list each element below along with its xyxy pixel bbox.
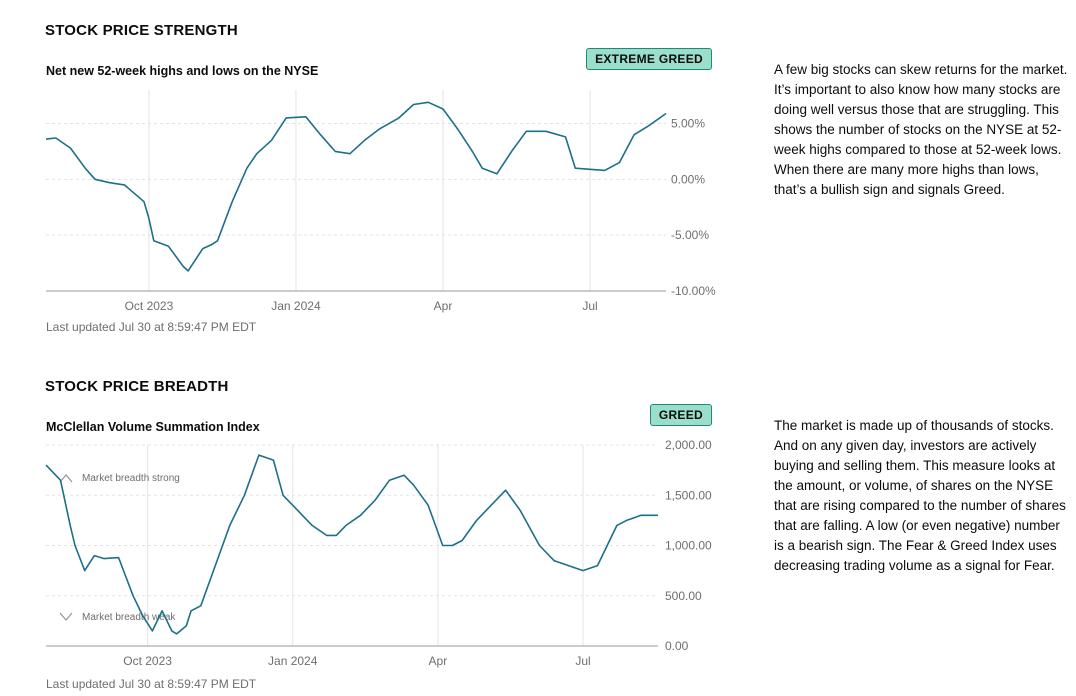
x-tick-label: Oct 2023 — [123, 654, 172, 668]
y-tick-label: 0.00 — [665, 639, 689, 653]
x-tick-label: Oct 2023 — [125, 299, 174, 313]
section-heading: STOCK PRICE BREADTH — [45, 378, 229, 395]
chart-title: Net new 52-week highs and lows on the NY… — [46, 64, 319, 78]
strength-line-chart[interactable]: Oct 2023 Jan 2024 Apr Jul 5.00% 0.00% -5.00% -1… — [0, 0, 1076, 348]
y-tick-label: 500.00 — [665, 589, 702, 603]
annotation-weak: Market breadth weak — [82, 612, 176, 623]
last-updated: Last updated Jul 30 at 8:59:47 PM EDT — [46, 677, 257, 691]
breadth-line-chart[interactable]: Oct 2023 Jan 2024 Apr Jul 2,000.00 1,500.00 1,… — [0, 356, 1076, 696]
x-tick-label: Jan 2024 — [271, 299, 321, 313]
stock-price-breadth-section: STOCK PRICE BREADTH McClellan Volume Sum… — [0, 356, 1076, 696]
y-tick-label: -5.00% — [671, 228, 709, 242]
x-tick-label: Jul — [575, 654, 590, 668]
chevron-down-icon — [59, 612, 73, 621]
stock-price-strength-section: STOCK PRICE STRENGTH Net new 52-week hig… — [0, 0, 1076, 348]
sentiment-badge: GREED — [649, 404, 712, 426]
indicator-description: A few big stocks can skew returns for th… — [774, 62, 1068, 197]
chart-title: McClellan Volume Summation Index — [46, 420, 260, 434]
y-tick-label: 2,000.00 — [665, 438, 712, 452]
x-tick-label: Jan 2024 — [268, 654, 318, 668]
y-tick-label: 1,000.00 — [665, 539, 712, 553]
indicator-description: The market is made up of thousands of st… — [774, 418, 1066, 573]
y-tick-label: 5.00% — [671, 117, 705, 131]
x-tick-label: Jul — [582, 299, 597, 313]
section-heading: STOCK PRICE STRENGTH — [45, 22, 238, 39]
annotation-strong: Market breadth strong — [82, 473, 180, 484]
x-tick-label: Apr — [434, 299, 453, 313]
last-updated: Last updated Jul 30 at 8:59:47 PM EDT — [46, 320, 257, 334]
y-tick-label: 0.00% — [671, 172, 705, 186]
x-tick-label: Apr — [429, 654, 448, 668]
chevron-up-icon — [59, 474, 73, 483]
y-tick-label: -10.00% — [671, 284, 716, 298]
series-line — [45, 101, 667, 272]
y-tick-label: 1,500.00 — [665, 488, 712, 502]
series-line — [45, 454, 658, 635]
sentiment-badge: EXTREME GREED — [586, 48, 712, 70]
